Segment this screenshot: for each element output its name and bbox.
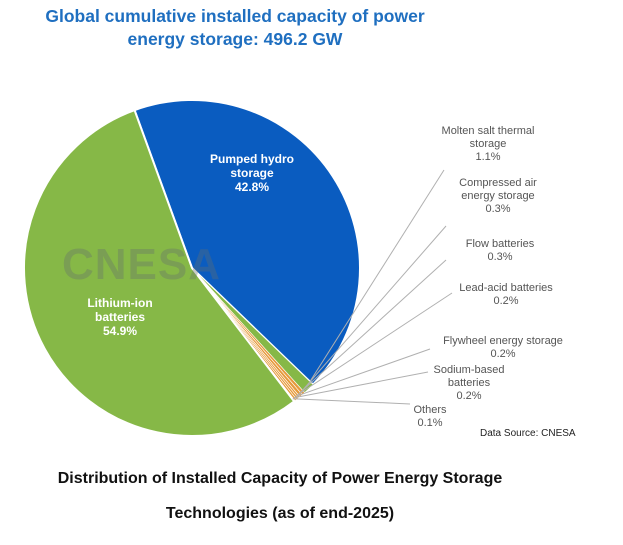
slice-label-8: Lithium-ion batteries 54.9% [87, 296, 152, 338]
leader-line-3 [298, 259, 447, 394]
leader-line-7 [292, 398, 411, 405]
slice-label-5: Flywheel energy storage 0.2% [443, 335, 563, 360]
slice-label-4: Lead-acid batteries 0.2% [459, 282, 553, 307]
leader-line-6 [293, 371, 429, 399]
leader-line-5 [295, 348, 431, 397]
chart-title-line-1: Global cumulative installed capacity of … [45, 6, 425, 26]
leader-line-1 [306, 169, 445, 387]
slice-label-3: Flow batteries 0.3% [466, 238, 535, 263]
slice-label-7: Others 0.1% [413, 404, 447, 429]
slice-label-1: Molten salt thermal storage 1.1% [442, 125, 535, 163]
cnesa-watermark: CNESA [62, 240, 222, 289]
leader-line-2 [301, 225, 447, 392]
pie-chart: Pumped hydro storage 42.8% Lithium-ion batte… [23, 99, 563, 437]
data-source-note: Data Source: CNESA [480, 428, 576, 439]
chart-title-line-2: energy storage: 496.2 GW [127, 29, 343, 49]
figure-caption-line-1: Distribution of Installed Capacity of Po… [57, 470, 503, 487]
pie-slice-0 [133, 99, 361, 386]
slice-label-2: Compressed air energy storage 0.3% [459, 177, 537, 215]
slice-label-6: Sodium-based batteries 0.2% [434, 364, 505, 402]
slice-label-0: Pumped hydro storage 42.8% [210, 152, 294, 194]
pie-slice-8 [23, 108, 296, 437]
figure-caption-line-2: Technologies (as of end-2025) [165, 505, 395, 522]
leader-line-4 [296, 292, 453, 396]
